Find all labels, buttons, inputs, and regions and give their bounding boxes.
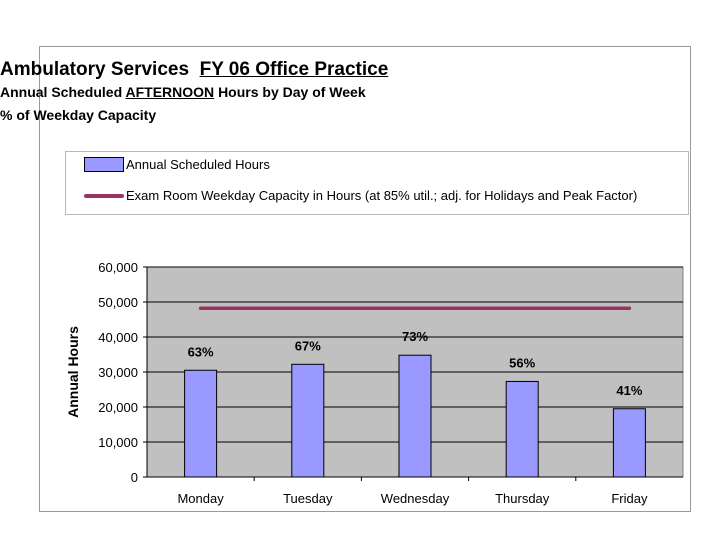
y-tick-label: 0: [131, 470, 138, 485]
bar: [612, 408, 646, 478]
y-tick-label: 10,000: [98, 435, 138, 450]
legend-bar-label: Annual Scheduled Hours: [126, 157, 270, 172]
title-prefix: Ambulatory Services: [0, 59, 190, 80]
y-tick-label: 30,000: [98, 365, 138, 380]
bar: [184, 369, 218, 478]
y-tick-label: 40,000: [98, 330, 138, 345]
y-tick-label: 50,000: [98, 295, 138, 310]
chart-title: Ambulatory Services FY 06 Office Practic…: [0, 59, 720, 81]
x-tick-label: Tuesday: [283, 491, 333, 506]
x-tick-label: Monday: [177, 491, 224, 506]
y-axis-label: Annual Hours: [65, 326, 81, 418]
bar: [505, 380, 539, 478]
legend: Annual Scheduled Hours Exam Room Weekday…: [65, 151, 689, 215]
x-tick-label: Thursday: [495, 491, 550, 506]
bar: [398, 354, 432, 478]
legend-line-swatch: [84, 193, 124, 198]
x-tick-label: Friday: [611, 491, 648, 506]
chart-subtitle-2: % of Weekday Capacity: [0, 107, 157, 123]
legend-entry-bars: Annual Scheduled Hours: [84, 157, 270, 172]
bar-data-label: 67%: [295, 338, 321, 353]
subtitle-suffix: Hours by Day of Week: [218, 84, 366, 100]
legend-entry-line: Exam Room Weekday Capacity in Hours (at …: [84, 188, 637, 203]
bar-data-label: 56%: [509, 355, 535, 370]
chart-subtitle: Annual Scheduled AFTERNOON Hours by Day …: [0, 84, 720, 100]
y-tick-label: 60,000: [98, 260, 138, 275]
title-underlined: FY 06 Office Practice: [199, 59, 389, 80]
bar-data-label: 63%: [188, 344, 214, 359]
x-tick-label: Wednesday: [381, 491, 450, 506]
legend-line-label: Exam Room Weekday Capacity in Hours (at …: [126, 188, 638, 203]
subtitle-prefix: Annual Scheduled: [0, 84, 123, 100]
y-tick-label: 20,000: [98, 400, 138, 415]
bar-data-label: 41%: [616, 383, 642, 398]
legend-bar-swatch: [84, 157, 124, 172]
subtitle-underlined: AFTERNOON: [125, 84, 215, 100]
bar: [291, 363, 325, 478]
bar-data-label: 73%: [402, 329, 428, 344]
